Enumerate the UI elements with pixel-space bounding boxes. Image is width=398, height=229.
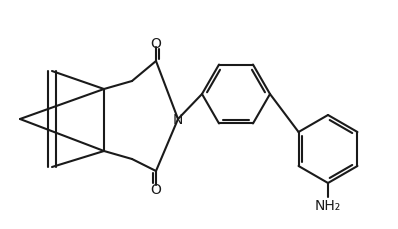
Text: NH₂: NH₂ [315,198,341,212]
Text: O: O [150,182,162,196]
Text: O: O [150,37,162,51]
Text: N: N [173,112,183,126]
